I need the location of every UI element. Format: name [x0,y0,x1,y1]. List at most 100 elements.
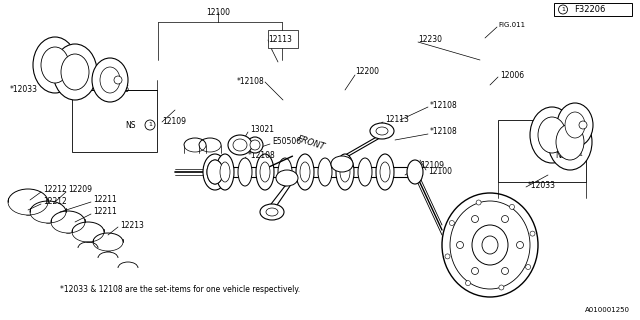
Text: 12100: 12100 [428,167,452,177]
Circle shape [499,285,504,290]
Circle shape [525,265,531,269]
Circle shape [575,150,585,160]
Text: FRONT: FRONT [296,134,326,152]
Ellipse shape [548,114,592,170]
Circle shape [145,120,155,130]
Ellipse shape [482,236,498,254]
Ellipse shape [565,112,585,138]
Text: 12212: 12212 [43,186,67,195]
Circle shape [530,231,535,236]
Ellipse shape [233,139,247,151]
Circle shape [445,254,450,259]
Ellipse shape [376,127,388,135]
Ellipse shape [33,37,77,93]
Circle shape [449,220,454,226]
Text: 12113: 12113 [385,116,409,124]
Text: 12006: 12006 [105,85,129,94]
Ellipse shape [100,67,120,93]
Bar [72,90,157,152]
Ellipse shape [530,107,574,163]
Text: 12211: 12211 [93,207,116,217]
Ellipse shape [266,208,278,216]
Bar [554,3,632,16]
Ellipse shape [220,162,230,182]
Ellipse shape [228,135,252,155]
Text: *12033 & 12108 are the set-items for one vehicle respectively.: *12033 & 12108 are the set-items for one… [60,285,300,294]
Ellipse shape [380,162,390,182]
Circle shape [579,121,587,129]
Text: 13021: 13021 [250,125,274,134]
Text: *12108: *12108 [237,77,265,86]
Text: *12033: *12033 [528,180,556,189]
Ellipse shape [407,160,423,184]
Text: F32206: F32206 [574,5,605,14]
Text: 12100: 12100 [206,8,230,17]
Ellipse shape [203,154,227,190]
Circle shape [472,215,479,222]
Ellipse shape [53,44,97,100]
Ellipse shape [556,124,584,160]
Text: 12213: 12213 [120,220,144,229]
Text: 12212: 12212 [43,197,67,206]
Circle shape [476,200,481,205]
Text: FIG.011: FIG.011 [498,22,525,28]
Ellipse shape [276,170,298,186]
Ellipse shape [472,225,508,265]
Circle shape [502,268,509,275]
Ellipse shape [92,58,128,102]
Text: 12211: 12211 [93,196,116,204]
Text: E50506: E50506 [272,138,301,147]
Text: *12108: *12108 [430,127,458,137]
Bar [498,120,586,182]
Ellipse shape [256,154,274,190]
Ellipse shape [278,158,292,186]
Circle shape [456,242,463,249]
Circle shape [502,215,509,222]
Ellipse shape [250,140,260,150]
Ellipse shape [260,162,270,182]
Ellipse shape [238,158,252,186]
Ellipse shape [370,123,394,139]
Ellipse shape [538,117,566,153]
Ellipse shape [216,154,234,190]
Text: 12230: 12230 [418,36,442,44]
Ellipse shape [260,204,284,220]
Bar [268,30,298,48]
Ellipse shape [331,156,353,172]
Circle shape [516,242,524,249]
Ellipse shape [296,154,314,190]
Circle shape [509,204,515,209]
Text: *12108: *12108 [430,100,458,109]
Ellipse shape [336,154,354,190]
Circle shape [114,76,122,84]
Ellipse shape [376,154,394,190]
Text: *12108: *12108 [248,150,276,159]
Text: *12033: *12033 [10,85,38,94]
Ellipse shape [41,47,69,83]
Ellipse shape [340,162,350,182]
Circle shape [472,268,479,275]
Text: 12113: 12113 [268,36,292,44]
Text: A010001250: A010001250 [585,307,630,313]
Text: 12200: 12200 [355,68,379,76]
Text: 1: 1 [578,153,582,157]
Text: 12209: 12209 [68,186,92,195]
Text: 1: 1 [148,123,152,127]
Ellipse shape [207,160,223,184]
Ellipse shape [300,162,310,182]
Circle shape [465,281,470,286]
Ellipse shape [557,103,593,147]
Ellipse shape [358,158,372,186]
Text: NS: NS [125,121,135,130]
Text: 12109: 12109 [420,161,444,170]
Text: NS: NS [555,150,565,159]
Ellipse shape [442,193,538,297]
Ellipse shape [61,54,89,90]
Ellipse shape [207,160,223,184]
Ellipse shape [450,201,530,289]
Circle shape [559,5,568,14]
Ellipse shape [318,158,332,186]
Text: 1: 1 [561,7,565,12]
Text: 12109: 12109 [162,117,186,126]
Text: 12006: 12006 [500,70,524,79]
